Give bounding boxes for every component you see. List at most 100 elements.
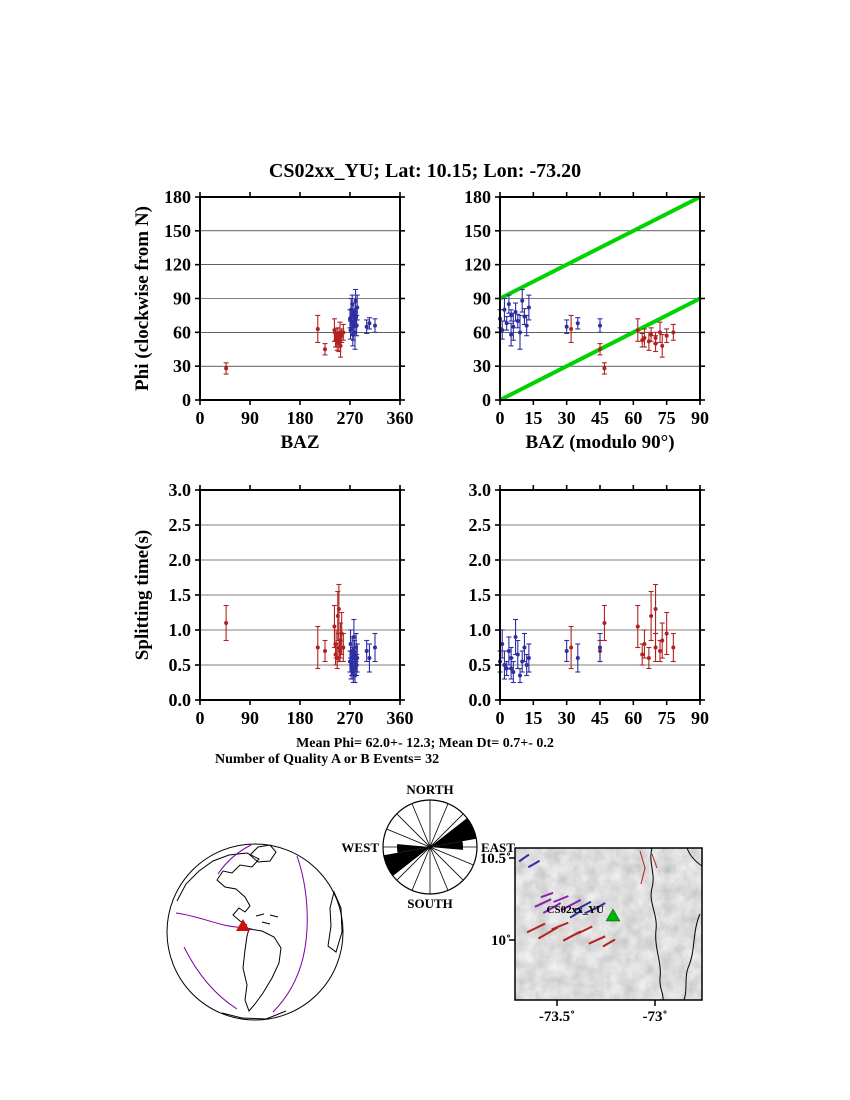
x-tick-label: 45 (591, 708, 609, 728)
data-point (657, 321, 663, 344)
data-point (364, 319, 370, 335)
y-tick-label: 90 (173, 289, 191, 309)
x-tick-label: 60 (624, 708, 642, 728)
globe-coastlines (176, 844, 343, 1020)
y-tick-label: 0.5 (469, 655, 492, 675)
y-tick-label: 60 (473, 322, 491, 342)
x-tick-label: 15 (524, 708, 542, 728)
plot-phi-vs-baz-mod90: 0 15 30 45 60 75 90 0 30 60 90 120 150 180 BAZ (modulo… (464, 187, 709, 453)
plot-dt-vs-baz: 0 90 180 270 360 0.0 0.5 1.0 1.5 2.0 2.5 3.0 Splitti… (132, 480, 414, 728)
data-point (597, 632, 603, 663)
x-tick-label: 15 (524, 408, 542, 428)
splitting-vector (602, 938, 616, 948)
data-point (372, 632, 378, 663)
y-axis-label: Phi (clockwise from N) (132, 206, 153, 391)
figure-title: CS02xx_YU; Lat: 10.15; Lon: -73.20 (268, 160, 582, 182)
x-tick-label: 180 (287, 408, 314, 428)
data-point (223, 362, 229, 375)
y-axis-label: Splitting time(s) (132, 530, 153, 660)
data-point (648, 590, 654, 642)
x-tick-label: 90 (241, 408, 259, 428)
data-point (354, 314, 360, 337)
splitting-vector (518, 853, 530, 863)
y-tick-label: 0 (482, 390, 491, 410)
data-point (354, 294, 360, 321)
data-point (338, 334, 344, 358)
data-point (315, 314, 321, 344)
data-point (526, 294, 532, 321)
rose-diagram: NORTH SOUTH EAST WEST (341, 782, 515, 911)
rose-petals (383, 818, 477, 876)
x-tick-label: 360 (387, 408, 414, 428)
y-tick-label: 2.5 (169, 515, 192, 535)
y-tick-label: 0.5 (169, 655, 192, 675)
y-tick-label: 120 (464, 255, 491, 275)
x-tick-label: 0 (196, 408, 205, 428)
x-tick-label: 0 (496, 708, 505, 728)
splitting-vector (569, 909, 583, 919)
y-tick-label: 60 (173, 322, 191, 342)
data-point (564, 319, 570, 335)
map-lat-label-bottom: 10˚ (491, 933, 511, 949)
y-tick-label: 2.0 (469, 550, 492, 570)
splitting-vector (588, 935, 606, 945)
splitting-vector (542, 902, 562, 914)
data-point (664, 328, 670, 344)
y-tick-label: 0.0 (169, 690, 192, 710)
x-tick-label: 0 (196, 708, 205, 728)
data-point (635, 318, 641, 342)
rose-label-south: SOUTH (407, 896, 453, 911)
map-frame (514, 847, 703, 1001)
data-point (372, 318, 378, 333)
data-point (639, 643, 645, 666)
y-tick-label: 1.0 (169, 620, 192, 640)
x-tick-label: 90 (691, 708, 709, 728)
data-point (568, 314, 574, 344)
data-point (521, 632, 527, 663)
data-point (315, 625, 321, 670)
y-tick-label: 120 (164, 255, 191, 275)
x-tick-label: 75 (658, 408, 676, 428)
x-tick-label: 90 (691, 408, 709, 428)
y-tick-label: 0 (182, 390, 191, 410)
data-point (568, 625, 574, 670)
data-point (524, 314, 530, 337)
y-tick-label: 90 (473, 289, 491, 309)
y-tick-label: 180 (464, 187, 491, 207)
y-tick-label: 0.0 (469, 690, 492, 710)
data-point (601, 604, 607, 642)
data-point (223, 604, 229, 642)
x-tick-label: 75 (658, 708, 676, 728)
y-tick-label: 1.5 (469, 585, 492, 605)
globe-station-triangle-icon (236, 919, 250, 931)
y-tick-label: 1.5 (169, 585, 192, 605)
y-tick-label: 2.5 (469, 515, 492, 535)
splitting-vector (574, 900, 592, 912)
data-point (670, 323, 676, 341)
map-boundary-lines (639, 850, 658, 885)
map-terrain (515, 848, 702, 1000)
map-ticks (509, 857, 656, 1006)
data-point (646, 646, 652, 670)
data-point (664, 611, 670, 656)
data-point (653, 331, 659, 345)
x-axis-label: BAZ (modulo 90°) (525, 432, 674, 453)
x-tick-label: 90 (241, 708, 259, 728)
data-point (659, 334, 665, 358)
data-point (501, 650, 507, 680)
splitting-vector (577, 925, 593, 935)
data-point (331, 604, 337, 649)
data-point (597, 343, 603, 356)
station-label: CS02xx_YU (547, 904, 605, 916)
event-count-text: Number of Quality A or B Events= 32 (215, 752, 440, 767)
y-tick-label: 3.0 (469, 480, 492, 500)
x-tick-label: 0 (496, 408, 505, 428)
data-point (597, 318, 603, 333)
data-point (575, 317, 581, 330)
mean-statistics-text: Mean Phi= 62.0+- 12.3; Mean Dt= 0.7+- 0.… (296, 736, 554, 751)
data-point (501, 297, 507, 322)
globe-map (166, 843, 344, 1021)
data-point (504, 315, 510, 331)
data-point (659, 622, 665, 659)
